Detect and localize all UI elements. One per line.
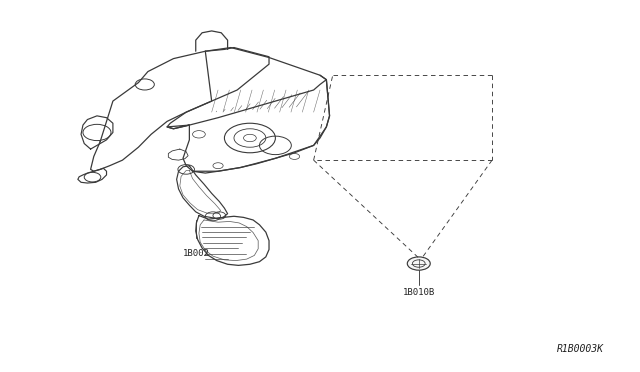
Text: R1B0003K: R1B0003K (557, 344, 604, 354)
Text: 1B010B: 1B010B (403, 288, 435, 296)
Circle shape (407, 257, 430, 270)
Text: 1B002: 1B002 (183, 249, 210, 258)
